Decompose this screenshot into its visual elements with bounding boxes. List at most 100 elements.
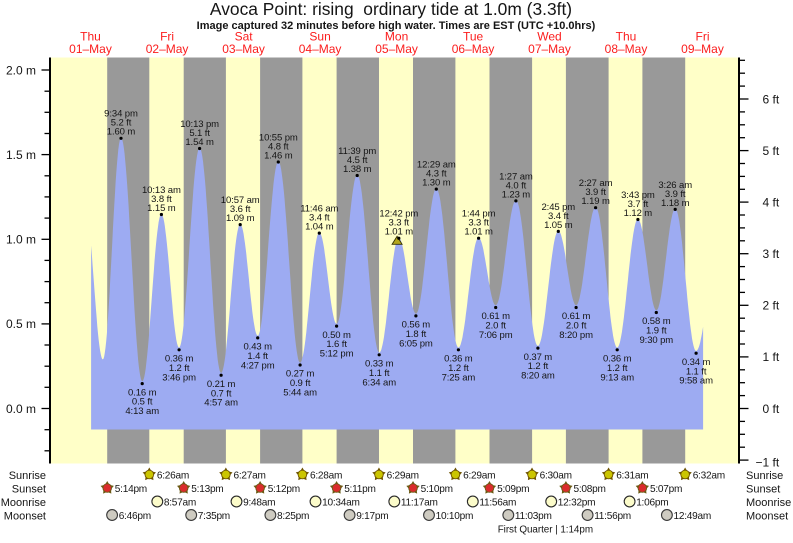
svg-text:1:27 am: 1:27 am [499,171,533,182]
svg-text:6 ft: 6 ft [763,92,780,106]
svg-text:Moonrise: Moonrise [746,497,791,509]
svg-text:1.2 ft: 1.2 ft [448,363,469,374]
svg-text:5.2 ft: 5.2 ft [111,118,132,129]
svg-text:2.0 m: 2.0 m [6,63,36,77]
svg-text:01–May: 01–May [69,42,112,56]
svg-text:10:10pm: 10:10pm [436,511,474,522]
svg-text:6:27am: 6:27am [234,470,266,481]
svg-text:1.54 m: 1.54 m [185,137,214,148]
svg-text:0.21 m: 0.21 m [207,379,236,390]
svg-text:1.12 m: 1.12 m [624,208,653,219]
svg-text:1.2 ft: 1.2 ft [169,363,190,374]
svg-text:9:17pm: 9:17pm [356,511,388,522]
svg-text:Sun: Sun [309,30,330,44]
svg-text:1.30 m: 1.30 m [422,178,451,189]
svg-text:8:20 pm: 8:20 pm [559,330,593,341]
svg-text:Sat: Sat [235,30,254,44]
svg-text:Sunset: Sunset [12,483,46,495]
svg-text:6:32am: 6:32am [693,470,725,481]
svg-text:10:34am: 10:34am [322,497,360,508]
svg-text:1.15 m: 1.15 m [147,203,176,214]
svg-text:6:31am: 6:31am [616,470,648,481]
svg-text:1.23 m: 1.23 m [502,189,531,200]
svg-text:1.1 ft: 1.1 ft [369,368,390,379]
svg-text:1.5 m: 1.5 m [6,148,36,162]
svg-text:1.09 m: 1.09 m [226,213,255,224]
svg-text:0.5 m: 0.5 m [6,317,36,331]
svg-text:4.3 ft: 4.3 ft [426,169,447,180]
svg-text:8:57am: 8:57am [164,497,196,508]
svg-text:1.05 m: 1.05 m [544,220,573,231]
svg-text:5.1 ft: 5.1 ft [189,128,210,139]
svg-text:12:29 am: 12:29 am [417,160,456,171]
svg-text:−1 ft: −1 ft [756,455,780,469]
svg-text:0.9 ft: 0.9 ft [290,378,311,389]
svg-text:4:57 am: 4:57 am [204,398,238,409]
svg-text:5:10pm: 5:10pm [421,484,453,495]
svg-text:09–May: 09–May [681,42,724,56]
svg-text:1.01 m: 1.01 m [385,227,414,238]
svg-text:2 ft: 2 ft [763,299,780,313]
svg-text:0.36 m: 0.36 m [444,354,473,365]
svg-text:1.04 m: 1.04 m [305,222,334,233]
svg-text:1.01 m: 1.01 m [464,227,493,238]
svg-text:Sunrise: Sunrise [746,470,783,482]
svg-text:1.38 m: 1.38 m [343,164,372,175]
svg-text:9:58 am: 9:58 am [679,376,713,387]
svg-text:4:27 pm: 4:27 pm [241,360,275,371]
svg-text:2.0 ft: 2.0 ft [566,321,587,332]
svg-text:0.33 m: 0.33 m [365,359,394,370]
svg-text:Tue: Tue [463,30,484,44]
svg-text:0.58 m: 0.58 m [642,316,671,327]
svg-text:1:44 pm: 1:44 pm [462,209,496,220]
svg-text:3.7 ft: 3.7 ft [628,199,649,210]
svg-text:1.0 m: 1.0 m [6,233,36,247]
svg-text:5 ft: 5 ft [763,144,780,158]
svg-text:11:17am: 11:17am [401,497,438,508]
svg-text:7:06 pm: 7:06 pm [479,330,513,341]
svg-text:5:44 am: 5:44 am [283,388,317,399]
svg-text:0.7 ft: 0.7 ft [211,388,232,399]
svg-text:5:14pm: 5:14pm [115,484,147,495]
svg-text:1.2 ft: 1.2 ft [607,363,628,374]
svg-text:0.34 m: 0.34 m [682,357,711,368]
svg-text:1 ft: 1 ft [763,350,780,364]
svg-text:1.60 m: 1.60 m [107,127,136,138]
svg-text:6:29am: 6:29am [387,470,419,481]
svg-text:1.18 m: 1.18 m [661,198,690,209]
svg-text:0 ft: 0 ft [763,402,780,416]
svg-text:8:25pm: 8:25pm [277,511,309,522]
svg-text:4.5 ft: 4.5 ft [347,155,368,166]
svg-text:6:34 am: 6:34 am [362,377,396,388]
svg-text:Sunrise: Sunrise [9,470,46,482]
svg-text:1.1 ft: 1.1 ft [686,366,707,377]
svg-text:9:34 pm: 9:34 pm [104,109,138,120]
svg-text:6:26am: 6:26am [157,470,189,481]
svg-text:5:12 pm: 5:12 pm [320,349,354,360]
svg-text:1:06pm: 1:06pm [636,497,668,508]
svg-text:0.0 m: 0.0 m [6,402,36,416]
svg-text:1.9 ft: 1.9 ft [646,326,667,337]
svg-text:3.6 ft: 3.6 ft [230,204,251,215]
svg-text:4:13 am: 4:13 am [125,406,159,417]
svg-text:7:35pm: 7:35pm [198,511,230,522]
svg-text:9:13 am: 9:13 am [600,372,634,383]
svg-text:4.0 ft: 4.0 ft [506,180,527,191]
svg-text:6:46pm: 6:46pm [119,511,151,522]
svg-text:0.37 m: 0.37 m [524,352,553,363]
svg-text:5:11pm: 5:11pm [344,484,375,495]
svg-text:1.4 ft: 1.4 ft [247,351,268,362]
svg-text:Fri: Fri [696,30,710,44]
svg-text:12:49am: 12:49am [674,511,712,522]
svg-text:9:30 pm: 9:30 pm [639,335,673,346]
svg-text:12:32pm: 12:32pm [558,497,596,508]
svg-text:5:13pm: 5:13pm [191,484,223,495]
svg-text:9:48am: 9:48am [243,497,275,508]
svg-text:3:26 am: 3:26 am [658,180,692,191]
svg-text:3.3 ft: 3.3 ft [468,218,489,229]
svg-text:11:39 pm: 11:39 pm [338,146,376,157]
svg-text:11:46 am: 11:46 am [300,204,338,215]
svg-text:6:28am: 6:28am [310,470,342,481]
svg-text:0.27 m: 0.27 m [286,369,315,380]
svg-text:7:25 am: 7:25 am [442,372,476,383]
